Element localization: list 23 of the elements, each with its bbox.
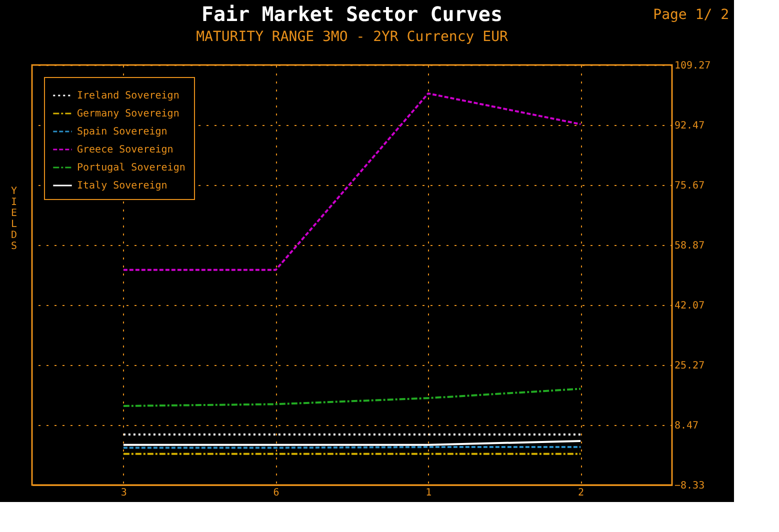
legend-label: Greece Sovereign xyxy=(77,144,174,156)
y-axis-title: YIELDS xyxy=(10,186,18,252)
x-tick-label: 3 xyxy=(120,488,127,498)
y-tick-label: 42.07 xyxy=(674,300,705,312)
y-tick-label: 58.87 xyxy=(674,240,705,252)
legend-label: Italy Sovereign xyxy=(77,180,168,192)
x-tick-label: 6 xyxy=(273,488,280,498)
y-tick-label: 8.47 xyxy=(674,420,699,432)
y-tick-label: 109.27 xyxy=(674,60,711,72)
legend-label: Germany Sovereign xyxy=(77,108,180,120)
y-tick-label: 25.27 xyxy=(674,360,705,372)
legend-label: Spain Sovereign xyxy=(77,126,168,138)
legend-label: Portugal Sovereign xyxy=(77,162,186,174)
x-tick-label: 1 xyxy=(426,488,432,498)
chart-subtitle: MATURITY RANGE 3MO - 2YR Currency EUR xyxy=(196,29,508,45)
y-tick-label: 92.47 xyxy=(674,120,705,132)
y-tick-label: −8.33 xyxy=(674,480,705,492)
text: Page 1/ 2 xyxy=(653,7,729,23)
chart-title: Fair Market Sector Curves xyxy=(201,2,503,26)
y-tick-label: 75.67 xyxy=(674,180,705,192)
x-tick-label: 2 xyxy=(578,488,584,498)
legend-label: Ireland Sovereign xyxy=(77,90,180,102)
line-series xyxy=(122,388,582,407)
